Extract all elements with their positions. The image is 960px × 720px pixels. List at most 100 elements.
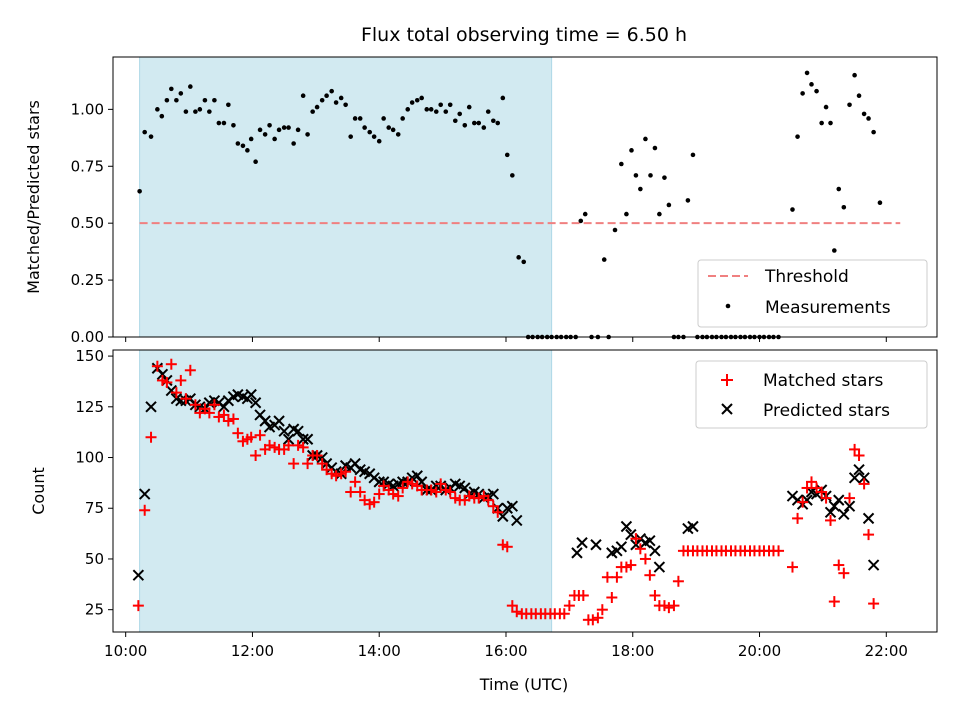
x-tick-label: 20:00 bbox=[738, 642, 781, 660]
y-tick-label: 25 bbox=[85, 601, 104, 619]
measurement-point bbox=[462, 122, 468, 128]
matched-star-point bbox=[316, 458, 328, 470]
measurement-point bbox=[476, 120, 482, 126]
predicted-star-point bbox=[259, 415, 271, 427]
predicted-star-point bbox=[853, 463, 865, 476]
matched-star-point bbox=[145, 431, 157, 443]
measurement-point bbox=[491, 118, 496, 124]
measurement-point bbox=[169, 86, 174, 92]
matched-star-point bbox=[786, 561, 798, 573]
measurement-point bbox=[319, 97, 325, 103]
measurement-point bbox=[836, 186, 842, 192]
legend-threshold-label: Threshold bbox=[764, 267, 849, 287]
measurement-point bbox=[495, 120, 501, 126]
y-tick-label: 0.00 bbox=[71, 328, 104, 346]
predicted-star-point bbox=[278, 425, 290, 437]
predicted-star-point bbox=[858, 472, 870, 484]
measurement-point bbox=[847, 102, 852, 108]
measurement-point bbox=[841, 204, 847, 210]
matched-star-point bbox=[473, 492, 485, 504]
x-tick-label: 18:00 bbox=[611, 642, 654, 660]
matched-star-point bbox=[425, 484, 437, 496]
predicted-star-point bbox=[801, 494, 813, 506]
measurement-point bbox=[409, 100, 415, 105]
measurement-point bbox=[267, 122, 272, 128]
measurement-point bbox=[338, 95, 344, 101]
ratio-panel-ylabel: Matched/Predicted stars bbox=[24, 100, 43, 294]
matched-star-point bbox=[132, 600, 144, 612]
matched-star-point bbox=[397, 482, 409, 494]
matched-star-point bbox=[630, 533, 642, 545]
measurement-point bbox=[871, 129, 876, 135]
matched-star-point bbox=[805, 476, 817, 488]
predicted-star-point bbox=[571, 547, 583, 559]
y-tick-label: 50 bbox=[85, 550, 104, 568]
x-tick-label: 10:00 bbox=[104, 642, 147, 660]
matched-star-point bbox=[203, 407, 215, 419]
legend-matched-swatch bbox=[721, 374, 733, 386]
measurement-point bbox=[395, 132, 401, 137]
matched-star-point bbox=[283, 439, 295, 451]
measurement-point bbox=[333, 100, 339, 105]
predicted-star-point bbox=[273, 415, 285, 427]
measurement-point bbox=[286, 125, 291, 130]
measurement-point bbox=[419, 95, 424, 101]
measurement-point bbox=[137, 189, 142, 194]
matched-star-point bbox=[354, 486, 366, 498]
matched-star-point bbox=[264, 439, 276, 451]
measurement-point bbox=[629, 148, 634, 153]
predicted-star-point bbox=[828, 500, 841, 512]
measurement-point bbox=[400, 116, 405, 121]
measurement-point bbox=[193, 109, 198, 114]
measurement-point bbox=[207, 109, 212, 114]
matched-star-point bbox=[175, 374, 187, 386]
measurement-point bbox=[174, 97, 179, 103]
measurement-point bbox=[300, 93, 306, 98]
measurement-point bbox=[690, 152, 696, 158]
matched-star-point bbox=[634, 543, 646, 555]
ratio-panel-legend: Threshold Measurements bbox=[697, 259, 928, 328]
matched-star-point bbox=[340, 466, 352, 478]
measurement-point bbox=[305, 132, 310, 137]
matched-star-point bbox=[797, 496, 809, 508]
measurement-point bbox=[790, 207, 795, 212]
matched-star-point bbox=[373, 488, 385, 500]
y-tick-label: 100 bbox=[75, 449, 104, 467]
matched-star-point bbox=[227, 413, 239, 425]
predicted-star-point bbox=[615, 541, 628, 553]
ratio-panel-frame bbox=[112, 56, 938, 338]
matched-star-point bbox=[406, 478, 418, 490]
measurement-point bbox=[582, 211, 588, 217]
predicted-star-point bbox=[292, 425, 304, 437]
chart-title: Flux total observing time = 6.50 h bbox=[361, 24, 687, 46]
measurement-point bbox=[804, 70, 810, 76]
measurement-point bbox=[164, 97, 170, 103]
ratio-panel-observing-span bbox=[139, 56, 553, 338]
measurement-point bbox=[516, 255, 521, 260]
matched-star-point bbox=[844, 492, 856, 504]
predicted-star-point bbox=[843, 500, 856, 512]
predicted-star-point bbox=[175, 395, 187, 407]
measurement-point bbox=[314, 104, 320, 110]
matched-star-point bbox=[816, 486, 828, 498]
matched-star-point bbox=[668, 600, 680, 612]
measurement-point bbox=[443, 109, 449, 114]
legend-measurements-swatch bbox=[725, 303, 731, 309]
measurement-point bbox=[202, 97, 208, 103]
measurement-point bbox=[500, 95, 506, 101]
measurement-point bbox=[362, 125, 367, 130]
measurement-point bbox=[405, 107, 411, 112]
measurement-point bbox=[159, 113, 165, 119]
matched-star-point bbox=[577, 589, 589, 601]
legend-box bbox=[697, 259, 928, 328]
matched-star-point bbox=[663, 602, 675, 614]
predicted-star-point bbox=[576, 537, 588, 549]
measurement-point bbox=[521, 259, 527, 265]
measurement-point bbox=[390, 127, 396, 133]
y-tick-label: 0.25 bbox=[71, 271, 104, 289]
legend-predicted-swatch bbox=[721, 403, 733, 415]
matched-star-point bbox=[387, 488, 399, 500]
predicted-star-point bbox=[132, 569, 145, 581]
measurement-point bbox=[216, 120, 222, 126]
measurement-point bbox=[291, 141, 296, 146]
